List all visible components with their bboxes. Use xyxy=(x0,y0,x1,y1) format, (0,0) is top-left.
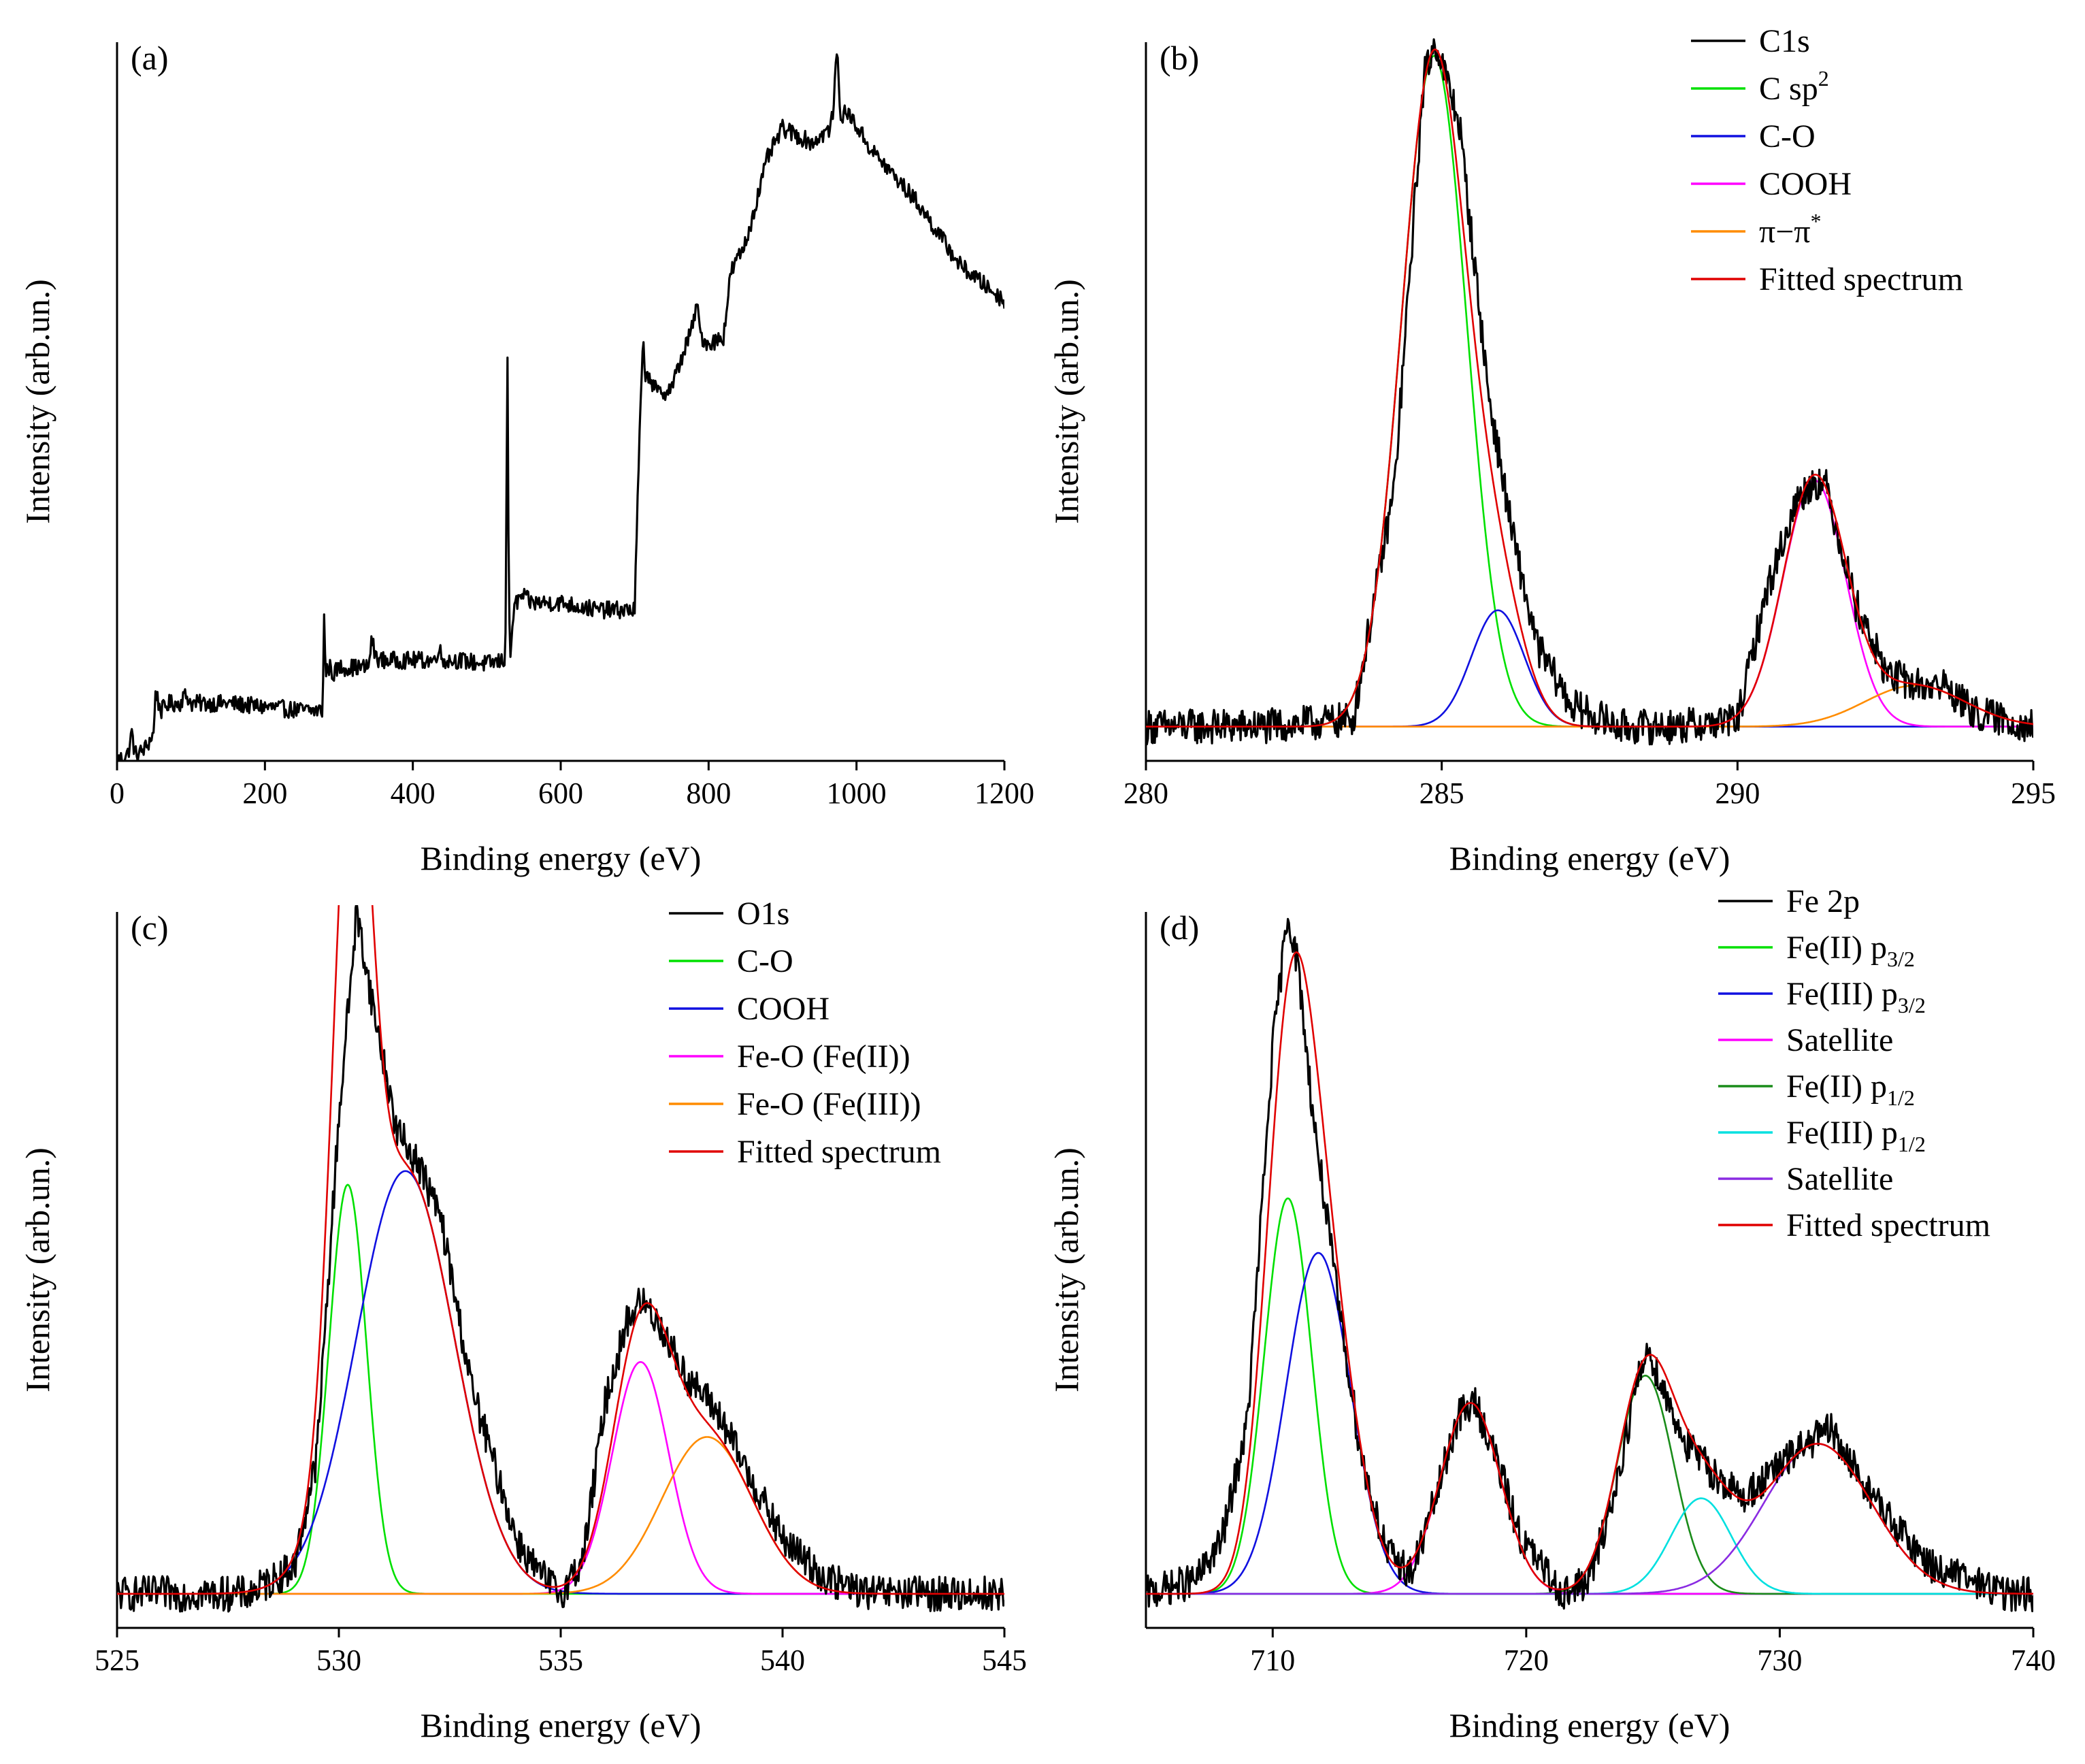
legend-entry: Fitted spectrum xyxy=(1759,261,1963,297)
legend-entry: Fe(II) p1/2 xyxy=(1786,1068,1915,1110)
x-tick-label: 400 xyxy=(391,777,436,810)
series-c1s xyxy=(1146,38,2033,746)
x-tick-label: 740 xyxy=(2011,1644,2056,1677)
series-survey-spectrum xyxy=(117,53,1004,761)
x-tick-label: 600 xyxy=(538,777,583,810)
legend-entry: C-O xyxy=(1759,118,1816,154)
legend: C1s C sp2 C-O COOH π−π* Fitted spectrum xyxy=(1691,23,1963,297)
legend-entry: O1s xyxy=(737,896,789,932)
legend-entry: Fitted spectrum xyxy=(1786,1207,1990,1243)
x-tick-label: 525 xyxy=(95,1644,139,1677)
legend-entry: π−π* xyxy=(1759,209,1822,250)
x-tick-label: 290 xyxy=(1715,777,1760,810)
plot-area xyxy=(1146,917,2033,1612)
panel-d: 710 720 730 740 Binding energy (eV) Intensity… xyxy=(1047,883,2056,1744)
x-axis-title: Binding energy (eV) xyxy=(1449,839,1730,877)
x-axis-title: Binding energy (eV) xyxy=(421,839,702,877)
legend-entry: C-O xyxy=(737,943,793,979)
y-axis-title: Intensity (arb.un.) xyxy=(18,1147,56,1392)
y-axis-title: Intensity (arb.un.) xyxy=(1047,279,1085,524)
legend-entry: Fe-O (Fe(III)) xyxy=(737,1086,921,1122)
panel-label: (c) xyxy=(131,909,169,947)
y-axis-title: Intensity (arb.un.) xyxy=(1047,1147,1085,1392)
x-tick-label: 730 xyxy=(1757,1644,1802,1677)
x-tick-label: 295 xyxy=(2011,777,2056,810)
legend-entry: Fe 2p xyxy=(1786,883,1860,919)
legend-entry: COOH xyxy=(1759,166,1852,202)
legend-entry: COOH xyxy=(737,991,830,1027)
x-tick-label: 0 xyxy=(110,777,125,810)
legend-entry: Fe-O (Fe(II)) xyxy=(737,1039,910,1075)
legend-entry: Satellite xyxy=(1786,1161,1893,1197)
legend-entry: Fe(II) p3/2 xyxy=(1786,930,1915,971)
x-tick-label: 800 xyxy=(686,777,731,810)
x-tick-label: 1200 xyxy=(974,777,1034,810)
x-tick-label: 535 xyxy=(538,1644,583,1677)
x-tick-label: 1000 xyxy=(827,777,887,810)
panel-label: (d) xyxy=(1160,909,1199,947)
series-fitted-spectrum xyxy=(1146,951,2033,1595)
series-fitted-spectrum xyxy=(117,905,1004,1595)
x-axis-title: Binding energy (eV) xyxy=(421,1706,702,1744)
panel-b: 280 285 290 295 Binding energy (eV) Intensity… xyxy=(1047,23,2056,877)
x-axis-title: Binding energy (eV) xyxy=(1449,1706,1730,1744)
legend-entry: C sp2 xyxy=(1759,66,1829,107)
x-tick-label: 200 xyxy=(242,777,287,810)
legend-entry: Fitted spectrum xyxy=(737,1134,941,1170)
panel-a: 0 200 400 600 800 1000 1200 Binding energy (eV)… xyxy=(18,39,1034,877)
x-tick-label: 530 xyxy=(316,1644,361,1677)
panel-c: 525 530 535 540 545 Binding energy (eV) Intens… xyxy=(18,896,1027,1744)
x-tick-label: 710 xyxy=(1250,1644,1295,1677)
series-fitted-spectrum xyxy=(1146,48,2033,728)
panel-label: (b) xyxy=(1160,39,1199,77)
series-o1s xyxy=(117,905,1004,1613)
legend-entry: Fe(III) p3/2 xyxy=(1786,976,1926,1017)
legend-entry: C1s xyxy=(1759,23,1810,59)
legend: O1s C-O COOH Fe-O (Fe(II)) Fe-O (Fe(III)) Fit… xyxy=(669,896,941,1170)
x-tick-label: 540 xyxy=(760,1644,805,1677)
x-tick-label: 545 xyxy=(982,1644,1027,1677)
plot-area xyxy=(117,905,1004,1613)
legend: Fe 2p Fe(II) p3/2 Fe(III) p3/2 Satellite Fe(… xyxy=(1718,883,1990,1243)
panel-label: (a) xyxy=(131,39,169,77)
x-tick-label: 720 xyxy=(1504,1644,1549,1677)
legend-entry: Fe(III) p1/2 xyxy=(1786,1115,1926,1156)
plot-area xyxy=(1146,38,2033,746)
x-tick-label: 280 xyxy=(1123,777,1168,810)
x-tick-label: 285 xyxy=(1419,777,1464,810)
legend-entry: Satellite xyxy=(1786,1022,1893,1058)
plot-area xyxy=(117,53,1004,761)
y-axis-title: Intensity (arb.un.) xyxy=(18,279,56,524)
